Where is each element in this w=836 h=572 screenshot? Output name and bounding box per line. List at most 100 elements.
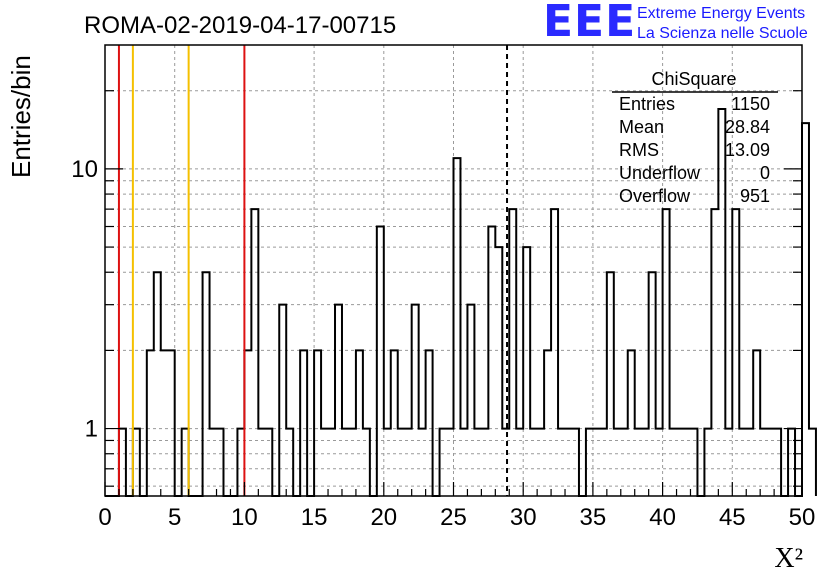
histogram-bar [760, 429, 767, 496]
x-tick-label: 45 [719, 504, 746, 531]
histogram-bar [460, 429, 467, 496]
histogram-bar [426, 350, 433, 496]
histogram-bar [502, 429, 509, 496]
stats-label: RMS [619, 140, 659, 160]
histogram-bar [237, 429, 244, 496]
histogram-bar [412, 305, 419, 496]
threshold-lines [117, 45, 509, 496]
histogram-bar [607, 272, 614, 496]
histogram-bar [614, 429, 621, 496]
histogram-bar [586, 429, 593, 496]
histogram-bar [774, 429, 781, 496]
y-tick-label: 10 [71, 156, 98, 183]
histogram-bar [279, 305, 286, 496]
histogram-bar [663, 209, 670, 496]
x-axis-label: X² [774, 543, 803, 572]
histogram-bar [725, 429, 732, 496]
stats-box-title: ChiSquare [651, 69, 736, 89]
histogram-bars [105, 108, 817, 497]
histogram-bar [572, 429, 579, 496]
histogram-bar [600, 429, 607, 496]
histogram-bar [349, 429, 356, 496]
histogram-bar [447, 429, 454, 496]
x-tick-label: 20 [370, 504, 397, 531]
histogram-bar [809, 429, 816, 496]
histogram-bar [481, 429, 488, 496]
stats-value: 28.84 [725, 117, 770, 137]
stats-label: Mean [619, 117, 664, 137]
histogram-bar [704, 429, 711, 496]
y-axis-label: Entries/bin [6, 55, 36, 178]
histogram-bar [509, 209, 516, 496]
histogram-bar [335, 305, 342, 496]
histogram-bar [495, 247, 502, 496]
histogram-bar [251, 209, 258, 496]
histogram-bar [537, 429, 544, 496]
histogram-bar [384, 429, 391, 496]
histogram-bar [739, 429, 746, 496]
histogram-bar [670, 429, 677, 496]
histogram-bar [621, 429, 628, 496]
histogram-bar [523, 247, 530, 496]
histogram-bar [328, 429, 335, 496]
stats-value: 951 [740, 186, 770, 206]
stats-label: Underflow [619, 163, 701, 183]
histogram-bar [217, 429, 224, 496]
histogram-bar [154, 272, 161, 496]
histogram-bar [642, 429, 649, 496]
stats-label: Entries [619, 94, 675, 114]
histogram-bar [565, 429, 572, 496]
stats-box: ChiSquare Entries 1150 Mean 28.84 RMS 13.09 Und… [612, 69, 778, 206]
histogram-bar [168, 350, 175, 496]
histogram-bar [711, 209, 718, 496]
histogram-bar [203, 272, 210, 496]
histogram-bar [405, 429, 412, 496]
histogram-bar [628, 350, 635, 496]
histogram-bar [182, 429, 189, 496]
histogram-bar [133, 429, 140, 496]
x-tick-label: 10 [231, 504, 258, 531]
histogram-bar [593, 429, 600, 496]
axis-ticks: 0 5 10 15 20 25 30 35 40 45 50 1 10 [71, 90, 816, 531]
histogram-bar [467, 305, 474, 496]
logo-line-2: La Scienza nelle Scuole [637, 25, 808, 42]
histogram-bar [210, 429, 217, 496]
histogram-bar [265, 429, 272, 496]
histogram-bar [300, 350, 307, 496]
stats-value: 1150 [731, 94, 770, 114]
x-tick-label: 5 [168, 504, 181, 531]
histogram-bar [363, 429, 370, 496]
stats-value: 0 [760, 163, 770, 183]
chart-title: ROMA-02-2019-04-17-00715 [84, 12, 396, 39]
histogram-bar [649, 272, 656, 496]
histogram-bar [558, 429, 565, 496]
x-tick-label: 40 [649, 504, 676, 531]
histogram-bar [474, 429, 481, 496]
x-tick-label: 25 [440, 504, 467, 531]
histogram-bar [161, 350, 168, 496]
stats-value: 13.09 [725, 140, 770, 160]
eee-logo-mark: EEE [543, 0, 637, 47]
histogram-bar [684, 429, 691, 496]
histogram-bar [635, 429, 642, 496]
x-tick-label: 50 [789, 504, 816, 531]
histogram-bar [119, 429, 126, 496]
x-tick-label: 30 [510, 504, 537, 531]
histogram-bar [718, 109, 725, 496]
histogram-bar [342, 429, 349, 496]
x-tick-label: 35 [580, 504, 607, 531]
histogram-bar [286, 429, 293, 496]
histogram-bar [398, 429, 405, 496]
histogram-bar [802, 123, 809, 496]
histogram-bar [732, 209, 739, 496]
histogram-bar [314, 350, 321, 496]
y-tick-label: 1 [85, 416, 98, 443]
histogram-bar [753, 350, 760, 496]
histogram-bar [656, 429, 663, 496]
histogram-bar [356, 350, 363, 496]
histogram-bar [690, 429, 697, 496]
histogram-bar [321, 429, 328, 496]
histogram-bar [488, 227, 495, 496]
histogram-bar [677, 429, 684, 496]
histogram-bar [391, 350, 398, 496]
